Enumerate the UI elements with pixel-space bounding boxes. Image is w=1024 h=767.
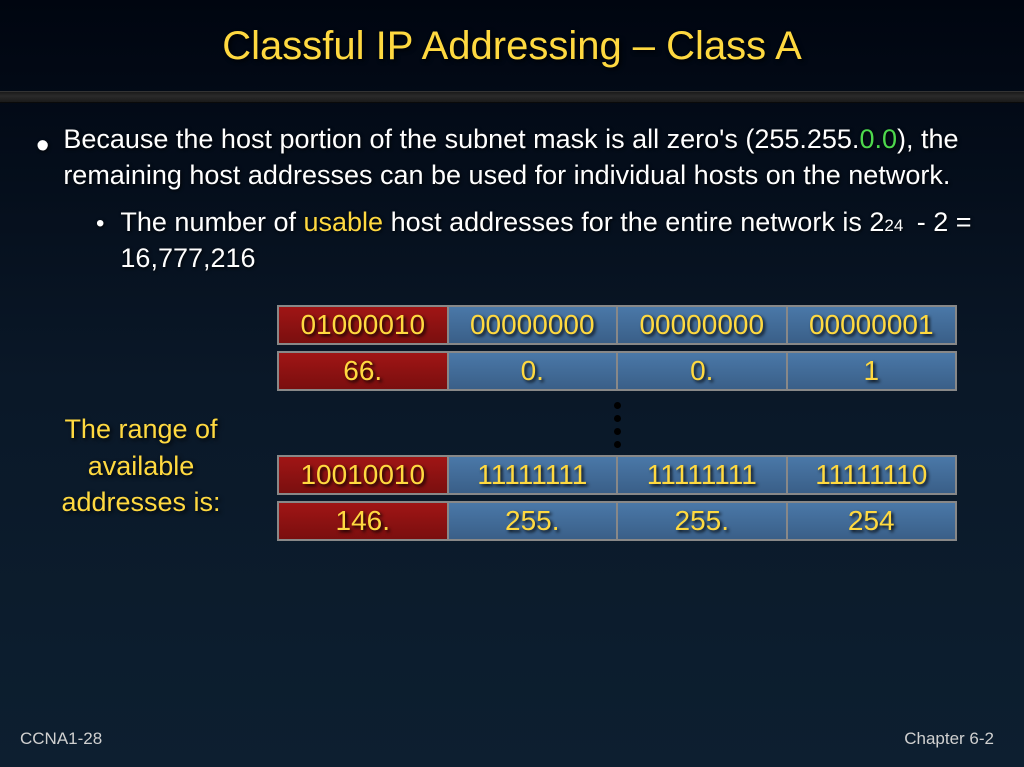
cell-host: 00000000 xyxy=(449,307,619,343)
formula-base: 2 xyxy=(869,204,884,240)
table-row: 01000010 00000000 00000000 00000001 xyxy=(277,305,957,345)
cell-host: 11111110 xyxy=(788,457,956,493)
cell-net: 66. xyxy=(279,353,449,389)
diagram-area: The range of available addresses is: 010… xyxy=(0,305,1024,547)
bullet-main-prefix: Because the host portion of the subnet m… xyxy=(63,124,859,154)
bullet-sub-prefix: The number of xyxy=(120,207,303,237)
bullet-sub: • The number of usable host addresses fo… xyxy=(36,204,988,277)
title-separator xyxy=(0,91,1024,103)
content-area: • Because the host portion of the subnet… xyxy=(0,103,1024,277)
bullet-main: • Because the host portion of the subnet… xyxy=(36,121,988,194)
cell-net: 146. xyxy=(279,503,449,539)
cell-host: 11111111 xyxy=(618,457,788,493)
dot-icon xyxy=(614,402,621,409)
footer-right: Chapter 6-2 xyxy=(904,729,994,749)
cell-host: 0. xyxy=(618,353,788,389)
footer: CCNA1-28 Chapter 6-2 xyxy=(0,729,1024,749)
cell-host: 00000001 xyxy=(788,307,956,343)
dot-icon xyxy=(614,441,621,448)
footer-left: CCNA1-28 xyxy=(20,729,102,749)
cell-host: 00000000 xyxy=(618,307,788,343)
cell-net: 01000010 xyxy=(279,307,449,343)
cell-host: 255. xyxy=(618,503,788,539)
cell-host: 0. xyxy=(449,353,619,389)
table-row: 66. 0. 0. 1 xyxy=(277,351,957,391)
dot-icon xyxy=(614,428,621,435)
dot-icon xyxy=(614,415,621,422)
bullet-sub-yellow: usable xyxy=(304,207,384,237)
bullet-main-green: 0.0 xyxy=(859,124,897,154)
table-row: 10010010 11111111 11111111 11111110 xyxy=(277,455,957,495)
range-label: The range of available addresses is: xyxy=(36,411,246,520)
bullet-dot-icon: • xyxy=(36,121,63,165)
bullet-sub-dot-icon: • xyxy=(96,204,120,240)
cell-host: 255. xyxy=(449,503,619,539)
table-row: 146. 255. 255. 254 xyxy=(277,501,957,541)
tables-container: 01000010 00000000 00000000 00000001 66. … xyxy=(246,305,988,547)
cell-host: 1 xyxy=(788,353,956,389)
ellipsis-dots xyxy=(614,397,621,455)
cell-host: 11111111 xyxy=(449,457,619,493)
bullet-sub-text: The number of usable host addresses for … xyxy=(120,204,988,277)
cell-net: 10010010 xyxy=(279,457,449,493)
cell-host: 254 xyxy=(788,503,956,539)
slide-title: Classful IP Addressing – Class A xyxy=(0,0,1024,69)
formula: 224 xyxy=(869,204,909,240)
bullet-main-text: Because the host portion of the subnet m… xyxy=(63,121,988,194)
formula-exp: 24 xyxy=(884,215,903,238)
bullet-sub-mid: host addresses for the entire network is xyxy=(383,207,869,237)
